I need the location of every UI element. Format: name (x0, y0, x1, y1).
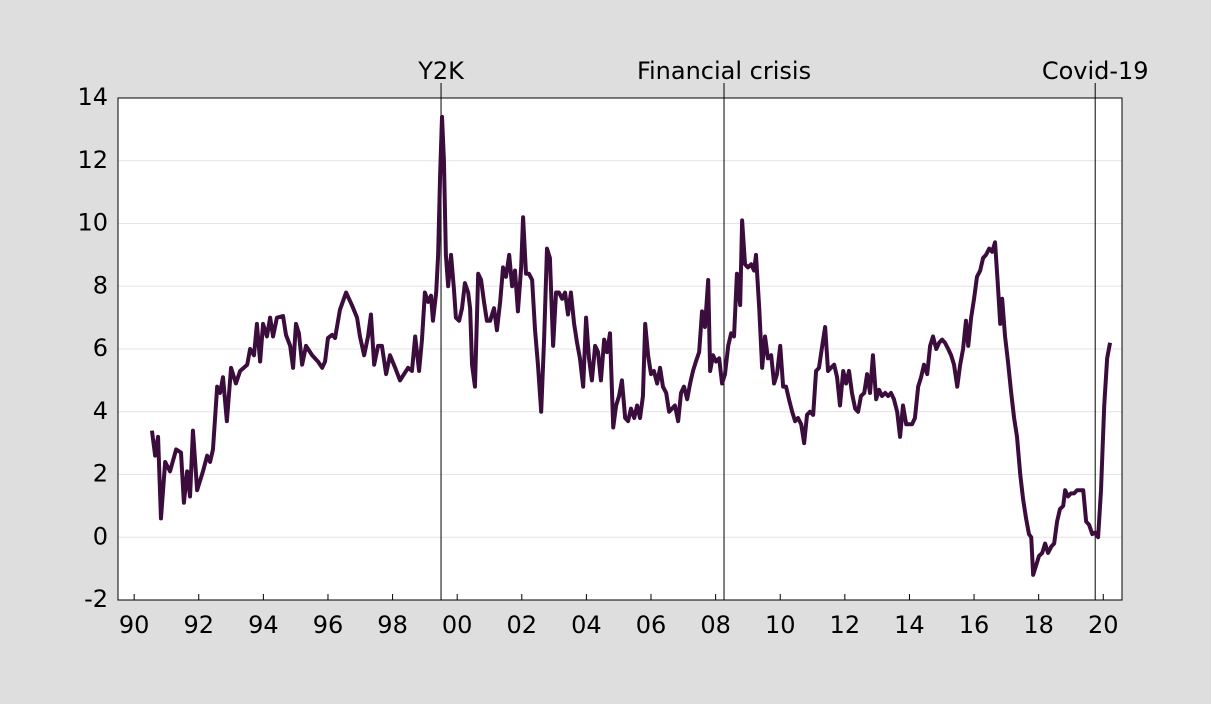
x-tick-label: 98 (377, 611, 408, 639)
x-tick-label: 12 (830, 611, 861, 639)
x-tick-label: 18 (1023, 611, 1054, 639)
y-tick-label: 14 (77, 83, 108, 111)
event-label: Covid-19 (1042, 57, 1149, 85)
x-tick-label: 14 (894, 611, 925, 639)
x-tick-label: 04 (571, 611, 602, 639)
y-tick-label: 2 (93, 460, 108, 488)
y-tick-label: 10 (77, 209, 108, 237)
event-label: Y2K (417, 57, 465, 85)
x-tick-label: 92 (183, 611, 214, 639)
x-tick-label: 20 (1088, 611, 1119, 639)
plot-border (117, 97, 1123, 601)
x-tick-label: 16 (959, 611, 990, 639)
line-series (149, 114, 1113, 577)
x-tick-label: 96 (313, 611, 344, 639)
y-tick-label: 8 (93, 271, 108, 299)
y-tick-label: 0 (93, 522, 108, 550)
y-tick-label: 12 (77, 146, 108, 174)
x-tick-label: 06 (636, 611, 667, 639)
x-tick-label: 10 (765, 611, 796, 639)
x-tick-label: 00 (442, 611, 473, 639)
x-tick-label: 08 (700, 611, 731, 639)
event-label: Financial crisis (637, 57, 811, 85)
x-tick-label: 02 (507, 611, 538, 639)
x-tick-label: 94 (248, 611, 279, 639)
y-tick-label: 4 (93, 397, 108, 425)
x-tick-label: 90 (119, 611, 150, 639)
y-tick-label: -2 (84, 585, 108, 613)
y-tick-label: 6 (93, 334, 108, 362)
